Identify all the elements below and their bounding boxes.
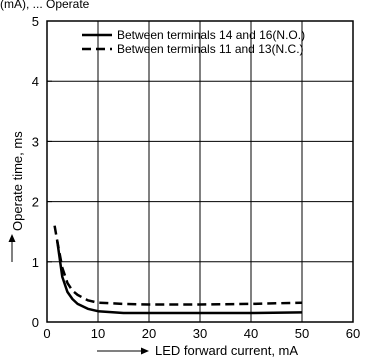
header-caption: (mA), ... Operate bbox=[0, 0, 90, 11]
x-tick-label: 0 bbox=[43, 326, 50, 341]
grid-lines bbox=[47, 21, 353, 322]
y-tick-label: 2 bbox=[32, 195, 39, 210]
plot-frame bbox=[8, 20, 354, 355]
legend-label: Between terminals 14 and 16(N.O.) bbox=[117, 28, 305, 42]
legend: Between terminals 14 and 16(N.O.)Between… bbox=[82, 28, 305, 56]
tick-labels: 0 10 20 30 40 50 60 0 1 2 3 4 5 bbox=[32, 14, 360, 341]
legend-label: Between terminals 11 and 13(N.C.) bbox=[117, 42, 304, 56]
y-tick-label: 3 bbox=[32, 134, 39, 149]
y-axis-label: Operate time, ms bbox=[10, 131, 25, 231]
series-line-nc bbox=[53, 225, 303, 306]
x-tick-label: 60 bbox=[346, 326, 360, 341]
x-tick-label: 50 bbox=[295, 326, 309, 341]
y-axis-arrow-icon bbox=[8, 234, 16, 242]
y-tick-label: 4 bbox=[32, 74, 39, 89]
axis-labels: LED forward current, mA Operate time, ms bbox=[10, 131, 298, 358]
x-tick-label: 10 bbox=[91, 326, 105, 341]
x-axis-label: LED forward current, mA bbox=[155, 343, 298, 358]
x-tick-label: 20 bbox=[142, 326, 156, 341]
series-line-no bbox=[55, 240, 303, 315]
y-tick-label: 0 bbox=[32, 315, 39, 330]
x-tick-label: 30 bbox=[193, 326, 207, 341]
y-tick-label: 5 bbox=[32, 14, 39, 29]
y-tick-label: 1 bbox=[32, 255, 39, 270]
x-axis-arrow-icon bbox=[141, 347, 149, 355]
x-tick-label: 40 bbox=[244, 326, 258, 341]
series-lines bbox=[53, 225, 303, 315]
